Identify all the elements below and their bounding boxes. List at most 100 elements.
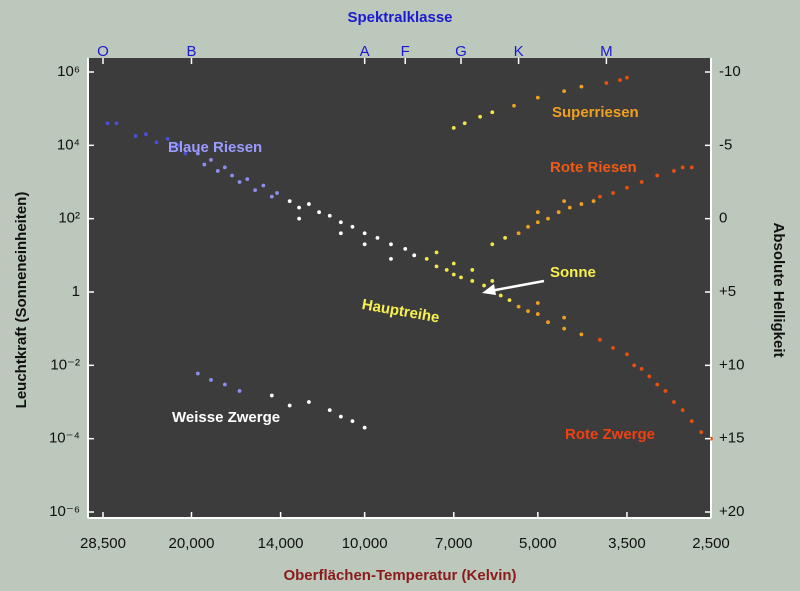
star-point [362, 231, 367, 236]
star-point [579, 332, 584, 337]
x2-tick-label: K [514, 43, 524, 60]
x-tick-label: 20,000 [169, 535, 215, 552]
star-point [327, 408, 332, 413]
star-point [655, 382, 660, 387]
star-point [195, 151, 200, 156]
y2-tick-label: +5 [719, 283, 736, 300]
star-point [202, 162, 207, 167]
x2-tick-label: G [455, 43, 467, 60]
star-point [338, 220, 343, 225]
star-point [567, 205, 572, 210]
star-point [434, 264, 439, 269]
star-point [647, 374, 652, 379]
star-point [625, 352, 629, 357]
star-point [338, 414, 343, 419]
star-point [338, 231, 343, 236]
star-point [269, 194, 274, 199]
star-point [307, 400, 311, 404]
chart-title: Spektralklasse [347, 9, 452, 26]
y2-tick-label: -5 [719, 136, 732, 153]
star-point [222, 165, 227, 170]
y2-tick-label: +10 [719, 356, 744, 373]
star-point [209, 378, 213, 382]
annotation: Weisse Zwerge [172, 409, 280, 426]
star-point [261, 183, 266, 188]
star-point [546, 320, 550, 325]
star-point [526, 309, 530, 314]
star-point [478, 114, 482, 119]
star-point [672, 169, 676, 173]
star-point [535, 220, 540, 225]
star-point [462, 121, 467, 126]
star-point [632, 363, 637, 368]
star-point [512, 103, 516, 108]
x2-tick-label: A [360, 43, 370, 60]
star-point [269, 393, 274, 398]
y2-tick-label: +20 [719, 503, 744, 520]
star-point [611, 191, 615, 195]
star-point [287, 199, 292, 204]
star-point [639, 180, 644, 184]
star-point [655, 173, 660, 178]
star-point [689, 419, 694, 424]
star-point [287, 403, 292, 408]
star-point [133, 134, 138, 138]
star-point [403, 246, 408, 251]
star-point [535, 95, 540, 100]
star-point [253, 188, 258, 193]
star-point [470, 268, 475, 272]
y-tick-label: 10⁴ [57, 136, 80, 153]
star-point [165, 136, 170, 141]
star-point [222, 382, 227, 387]
star-point [562, 326, 567, 331]
star-point [579, 84, 584, 89]
x2-tick-label: M [600, 43, 613, 60]
star-point [503, 235, 507, 240]
star-point [230, 173, 234, 178]
star-point [498, 293, 503, 298]
star-point [562, 199, 567, 204]
star-point [275, 191, 279, 195]
x-tick-label: 10,000 [342, 535, 388, 552]
star-point [507, 298, 512, 303]
y-tick-label: 10⁶ [57, 63, 80, 80]
star-point [680, 165, 685, 170]
star-point [362, 242, 367, 247]
star-point [177, 143, 182, 148]
star-point [389, 256, 393, 261]
star-point [215, 169, 220, 173]
star-point [490, 242, 495, 247]
star-point [451, 272, 456, 277]
x2-tick-label: O [97, 43, 109, 60]
star-point [617, 78, 622, 83]
annotation: Rote Zwerge [565, 426, 655, 443]
star-point [144, 132, 148, 137]
star-point [535, 301, 540, 305]
star-point [444, 268, 449, 272]
star-point [114, 121, 119, 126]
x-tick-label: 5,000 [519, 535, 557, 552]
annotation: Rote Riesen [550, 159, 637, 176]
star-point [672, 400, 676, 404]
star-point [245, 177, 250, 181]
star-point [171, 145, 176, 149]
star-point [535, 312, 540, 316]
star-point [451, 261, 456, 266]
star-point [625, 185, 629, 190]
star-point [412, 253, 417, 258]
star-point [307, 202, 311, 206]
star-point [297, 205, 302, 210]
x-axis-label: Oberflächen-Temperatur (Kelvin) [283, 567, 516, 584]
y-tick-label: 10⁻⁶ [49, 503, 80, 520]
star-point [639, 366, 644, 371]
star-point [579, 202, 584, 206]
y-tick-label: 10² [58, 210, 80, 227]
y2-tick-label: -10 [719, 63, 741, 80]
star-point [424, 256, 429, 261]
star-point [350, 224, 355, 229]
annotation: Blaue Riesen [168, 139, 262, 156]
x-tick-label: 14,000 [258, 535, 304, 552]
star-point [611, 345, 615, 350]
